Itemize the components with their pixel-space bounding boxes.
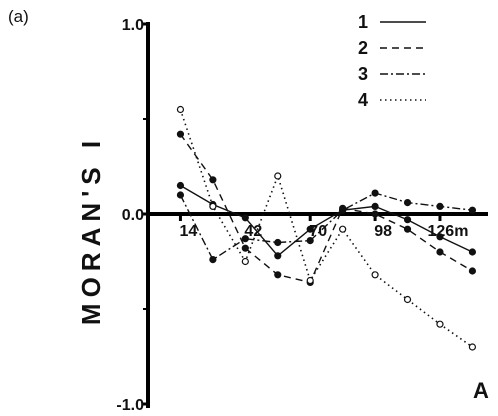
- x-tick-label: 14: [180, 223, 198, 240]
- series-line: [179, 133, 473, 284]
- data-point: [371, 202, 379, 210]
- data-point: [176, 191, 185, 199]
- series-4: [176, 105, 477, 351]
- axes: [146, 22, 488, 408]
- y-tick-label: 0.0: [122, 207, 144, 224]
- x-tick-label: 126m: [428, 223, 469, 240]
- data-point: [306, 237, 314, 245]
- series-3: [176, 189, 477, 264]
- data-point: [436, 202, 444, 210]
- legend-label: 1: [358, 12, 368, 32]
- data-point: [371, 189, 379, 197]
- data-point: [274, 172, 282, 180]
- series-line: [180, 184, 473, 257]
- legend: 1 2 3 4: [358, 12, 426, 110]
- corner-label: A: [473, 378, 489, 403]
- data-point: [436, 233, 444, 241]
- data-point: [209, 176, 217, 184]
- series-1: [176, 181, 477, 260]
- data-point: [241, 235, 249, 243]
- data-point: [274, 238, 282, 247]
- data-point: [339, 206, 347, 214]
- data-point: [339, 225, 347, 233]
- data-point: [436, 320, 444, 328]
- data-point: [403, 199, 412, 207]
- data-point: [468, 267, 477, 275]
- data-point: [468, 206, 477, 214]
- data-point: [371, 210, 379, 218]
- x-tick-label: 98: [374, 223, 392, 240]
- series-layer: [176, 105, 477, 351]
- data-point: [209, 202, 217, 210]
- data-point: [241, 244, 249, 252]
- y-tick-label: 1.0: [122, 17, 144, 34]
- data-point: [436, 248, 444, 256]
- data-point: [176, 105, 185, 114]
- data-point: [403, 216, 412, 224]
- data-point: [241, 214, 249, 222]
- data-point: [209, 256, 217, 264]
- data-point: [241, 257, 249, 266]
- data-point: [403, 295, 412, 304]
- y-axis-label: MORAN'S I: [76, 135, 106, 325]
- data-point: [371, 271, 379, 279]
- data-point: [306, 276, 314, 285]
- legend-label: 4: [358, 90, 368, 110]
- data-point: [176, 130, 185, 138]
- data-point: [403, 225, 412, 233]
- x-tick-label: 42: [244, 223, 262, 240]
- data-point: [306, 225, 314, 233]
- data-point: [468, 343, 477, 351]
- series-line: [179, 192, 473, 261]
- legend-label: 2: [358, 38, 368, 58]
- y-tick-label: -1.0: [116, 397, 144, 414]
- legend-label: 3: [358, 64, 368, 84]
- data-point: [468, 248, 477, 256]
- data-point: [176, 181, 185, 190]
- panel-label: (a): [8, 7, 29, 26]
- data-point: [274, 252, 282, 260]
- data-point: [274, 271, 282, 279]
